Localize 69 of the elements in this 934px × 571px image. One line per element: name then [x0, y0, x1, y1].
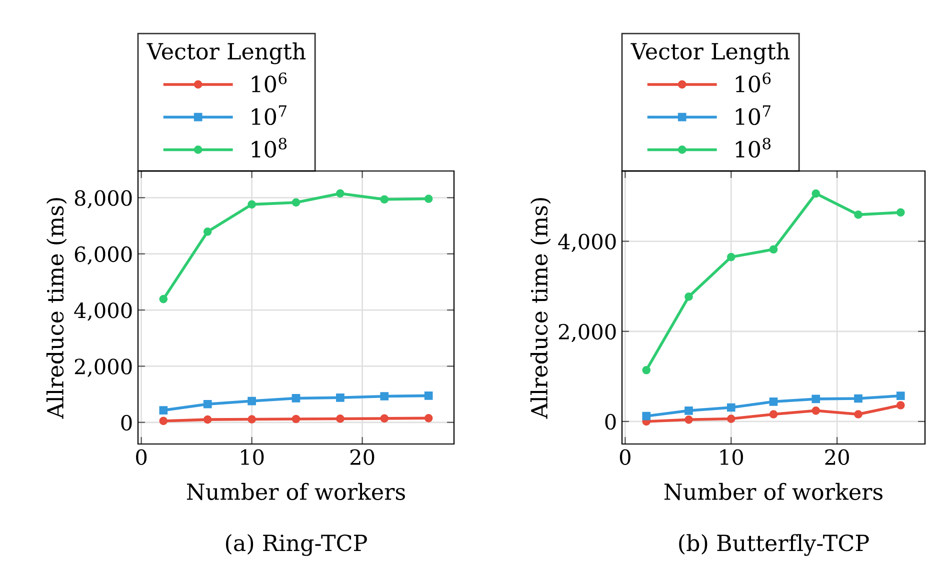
point	[854, 410, 862, 418]
point	[684, 416, 693, 424]
y-tick-label: 6,000	[74, 246, 132, 265]
point	[424, 414, 433, 422]
point	[159, 416, 168, 426]
point	[812, 394, 820, 404]
point	[642, 366, 651, 374]
point	[642, 412, 651, 420]
point	[336, 414, 344, 423]
x-tick-label: 20	[825, 449, 849, 465]
x-tick-label: 0	[620, 449, 630, 465]
point	[380, 392, 389, 400]
point	[336, 189, 344, 198]
y-tick-label: 4,000	[74, 302, 132, 321]
point	[769, 397, 778, 406]
point	[726, 252, 736, 262]
y-axis-title: Allreduce time (ms)	[530, 198, 551, 419]
y-tick-label: 0	[605, 414, 616, 430]
point	[812, 189, 820, 198]
x-tick-label: 10	[241, 449, 264, 465]
y-tick-label: 4,000	[558, 234, 616, 252]
legend-label: 10$^{7}$	[252, 105, 286, 126]
legend-title: Vector Length	[146, 42, 306, 64]
x-tick-label: 10	[720, 449, 743, 465]
point	[203, 228, 212, 236]
point	[203, 400, 212, 408]
point	[159, 294, 168, 304]
point	[292, 394, 300, 402]
point	[248, 200, 256, 209]
point	[292, 414, 300, 424]
point	[380, 414, 389, 423]
point	[248, 415, 256, 424]
legend-label: 10$^{6}$	[736, 72, 771, 92]
point	[896, 208, 905, 217]
legend-label: 10$^{7}$	[736, 105, 770, 126]
point	[248, 396, 256, 406]
point	[726, 414, 736, 423]
point	[380, 195, 389, 204]
point	[812, 406, 820, 415]
point	[203, 415, 212, 424]
point	[854, 210, 862, 219]
point	[769, 410, 778, 418]
y-tick-label: 8,000	[74, 190, 132, 208]
point	[896, 401, 905, 410]
x-axis-title: Number of workers	[186, 482, 405, 500]
legend-label: 10$^{6}$	[252, 72, 287, 92]
x-tick-label: 0	[136, 449, 147, 465]
y-tick-label: 2,000	[558, 324, 616, 342]
text: (b) Butterfly-TCP	[679, 534, 869, 556]
y-axis-title: Allreduce time (ms)	[46, 198, 67, 419]
point	[336, 393, 344, 402]
y-tick-label: 0	[121, 414, 132, 431]
x-axis-title: Number of workers	[664, 482, 882, 500]
point	[684, 406, 693, 415]
point	[424, 194, 433, 203]
point	[684, 292, 693, 301]
point	[769, 245, 778, 254]
legend-label: 10$^{8}$	[736, 138, 771, 158]
legend-title: Vector Length	[630, 42, 790, 64]
legend-label: 10$^{8}$	[252, 138, 287, 158]
x-tick-label: 20	[350, 449, 374, 465]
point	[159, 406, 168, 414]
point	[726, 403, 736, 412]
point	[854, 394, 862, 403]
point	[292, 198, 300, 207]
point	[424, 392, 433, 400]
text: (a) Ring-TCP	[226, 534, 367, 556]
point	[896, 392, 905, 400]
y-tick-label: 2,000	[74, 358, 132, 377]
